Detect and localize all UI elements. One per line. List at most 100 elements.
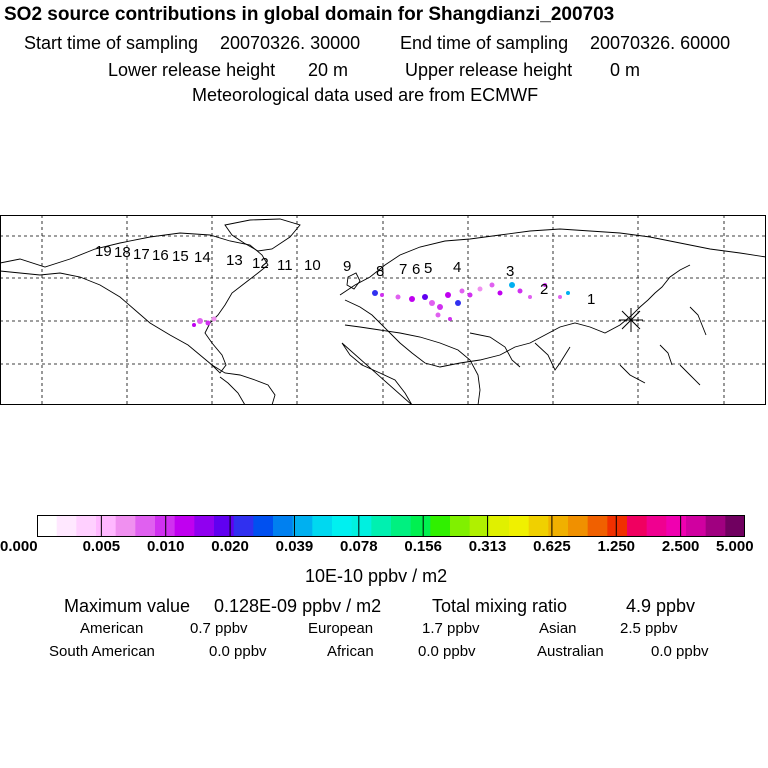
world-map: 19 18 17 16 15 14 13 12 11 10 9 8 7 6 5 … [0, 215, 766, 405]
colorbar-tick-label: 5.000 [716, 538, 754, 555]
region-name-asian: Asian [539, 620, 577, 637]
traj-label-4: 4 [453, 259, 461, 276]
colorbar-swatch [332, 515, 353, 537]
colorbar-swatch [627, 515, 648, 537]
colorbar-swatch [214, 515, 235, 537]
region-name-american: American [80, 620, 144, 637]
colorbar-swatch [351, 515, 372, 537]
region-value-african: 0.0 ppbv [418, 643, 476, 660]
region-name-african: African [327, 643, 374, 660]
colorbar-swatch [37, 515, 58, 537]
traj-label-19: 19 [95, 243, 112, 260]
colorbar-tick-label: 0.005 [82, 538, 121, 555]
colorbar-swatch [646, 515, 667, 537]
traj-label-12: 12 [252, 255, 269, 272]
region-value-american: 0.7 ppbv [190, 620, 248, 637]
traj-label-8: 8 [376, 263, 384, 280]
colorbar-tick-label: 0.039 [275, 538, 314, 555]
colorbar-swatch [292, 515, 313, 537]
colorbar-tick-label: 0.010 [146, 538, 185, 555]
region-name-european: European [308, 620, 374, 637]
colorbar-swatch [273, 515, 294, 537]
traj-label-6: 6 [412, 261, 420, 278]
met-data-note: Meteorological data used are from ECMWF [192, 85, 539, 105]
colorbar-swatch [607, 515, 628, 537]
colorbar-swatch [528, 515, 549, 537]
upper-height-label: Upper release height [405, 60, 573, 80]
end-time-value: 20070326. 60000 [590, 33, 731, 53]
colorbar-frame [37, 515, 745, 537]
colorbar-tick-label: 0.625 [533, 538, 571, 555]
colorbar-unit: 10E-10 ppbv / m2 [305, 566, 448, 586]
max-value: 0.128E-09 ppbv / m2 [214, 596, 382, 616]
region-name-australian: Australian [537, 643, 604, 660]
receptor-star-icon [619, 308, 643, 332]
traj-label-17: 17 [133, 246, 150, 263]
traj-label-10: 10 [304, 257, 321, 274]
traj-label-2: 2 [540, 281, 548, 298]
colorbar-swatch [725, 515, 745, 537]
colorbar-tick-label: 0.156 [404, 538, 442, 555]
colorbar-tick-label: 0.078 [340, 538, 378, 555]
start-time-value: 20070326. 30000 [220, 33, 361, 53]
colorbar-swatch [587, 515, 608, 537]
colorbar-swatch [410, 515, 431, 537]
lower-height-value: 20 m [308, 60, 349, 80]
colorbar-swatch [489, 515, 510, 537]
colorbar-swatch [469, 515, 490, 537]
lower-height-label: Lower release height [108, 60, 276, 80]
traj-label-15: 15 [172, 248, 189, 265]
colorbar-swatch [705, 515, 726, 537]
max-value-label: Maximum value [64, 596, 191, 616]
traj-label-16: 16 [152, 247, 169, 264]
colorbar-swatch [548, 515, 569, 537]
colorbar-swatch [96, 515, 117, 537]
colorbar-tick-label: 2.500 [661, 538, 700, 555]
region-value-south-american: 0.0 ppbv [209, 643, 267, 660]
total-mixing-value: 4.9 ppbv [626, 596, 696, 616]
colorbar-tick-label: 0.020 [211, 538, 249, 555]
colorbar [37, 515, 745, 537]
region-value-australian: 0.0 ppbv [651, 643, 709, 660]
region-name-south-american: South American [49, 643, 155, 660]
map-gridlines [0, 215, 766, 405]
colorbar-swatch [76, 515, 97, 537]
contribution-patches [192, 282, 570, 327]
traj-label-18: 18 [114, 244, 131, 261]
colorbar-swatch [430, 515, 451, 537]
total-mixing-label: Total mixing ratio [432, 596, 568, 616]
colorbar-swatch [155, 515, 176, 537]
region-value-european: 1.7 ppbv [422, 620, 480, 637]
colorbar-tick-label: 0.000 [0, 538, 38, 555]
plot-title: SO2 source contributions in global domai… [4, 4, 615, 25]
colorbar-swatch [391, 515, 412, 537]
colorbar-swatch [174, 515, 195, 537]
colorbar-swatch [233, 515, 254, 537]
traj-label-7: 7 [399, 261, 407, 278]
colorbar-swatch [686, 515, 707, 537]
traj-label-13: 13 [226, 252, 243, 269]
colorbar-swatch [371, 515, 392, 537]
colorbar-tick-label: 1.250 [597, 538, 636, 555]
region-value-asian: 2.5 ppbv [620, 620, 678, 637]
trajectory-labels: 19 18 17 16 15 14 13 12 11 10 9 8 7 6 5 … [95, 243, 595, 308]
upper-height-value: 0 m [610, 60, 641, 80]
colorbar-swatch [253, 515, 274, 537]
colorbar-swatch [568, 515, 589, 537]
traj-label-5: 5 [424, 260, 432, 277]
traj-label-14: 14 [194, 249, 211, 266]
colorbar-swatch [450, 515, 471, 537]
colorbar-swatch [666, 515, 687, 537]
colorbar-swatch [312, 515, 333, 537]
traj-label-9: 9 [343, 258, 351, 275]
colorbar-swatch [115, 515, 136, 537]
start-time-label: Start time of sampling [24, 33, 199, 53]
end-time-label: End time of sampling [400, 33, 569, 53]
colorbar-swatch [194, 515, 215, 537]
traj-label-1: 1 [587, 291, 595, 308]
traj-label-3: 3 [506, 263, 514, 280]
traj-label-11: 11 [277, 257, 293, 274]
colorbar-swatch [56, 515, 77, 537]
colorbar-tick-label: 0.313 [468, 538, 507, 555]
colorbar-swatch [509, 515, 530, 537]
